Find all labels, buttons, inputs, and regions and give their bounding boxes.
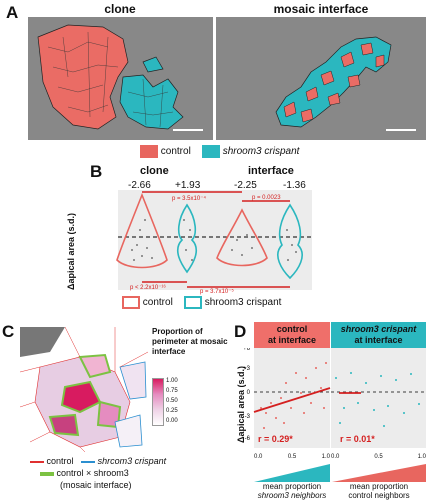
- mean-2: +1.93: [175, 180, 201, 191]
- strip-right: shroom3 crispant at interface: [331, 322, 426, 348]
- d-xlabel-left-1: mean proportion: [262, 482, 322, 491]
- d-xtick-r-3: 1.0: [417, 454, 426, 460]
- panel-c-label: C: [2, 322, 15, 341]
- d-xlabel-left-2: shroom3 neighbors: [257, 491, 327, 500]
- mosaic-micrograph: [216, 17, 426, 140]
- panel-c-scale-title: Proportion of perimeter at mosaic interf…: [152, 327, 228, 356]
- panel-c-scale-ticks: 1.00 0.75 0.50 0.25 0.00: [166, 376, 178, 426]
- legend-control-swatch: [140, 145, 158, 158]
- legend-c-crispant-label: shrcom3 crispant: [97, 456, 167, 466]
- panel-b-ylabel: Δapical area (s.d.): [66, 212, 76, 290]
- d-ytick-1: +6: [243, 348, 251, 352]
- d-xtick-l-2: 0.5: [287, 454, 297, 460]
- d-ytick-2: +3: [243, 366, 251, 372]
- scale-tick-1: 1.00: [166, 378, 178, 384]
- mosaic-cells: [275, 36, 416, 131]
- panel-a-label: A: [6, 3, 19, 22]
- legend-c-interface-line: [40, 471, 54, 476]
- panel-b-ytick-4: -3: [112, 258, 113, 264]
- violin-crispant-clone: [177, 203, 197, 274]
- panel-b-plot: +6 +3 0 -3 p = 3.5x10⁻⁴ p = 0.0023 p < 2…: [112, 190, 312, 295]
- panel-c-legend: control shrcom3 crispant control × shroo…: [30, 455, 166, 491]
- mean-3: -2.25: [234, 180, 257, 191]
- legend-c-crispant-line: [81, 460, 96, 463]
- panel-b-group-clone: clone: [140, 165, 169, 177]
- legend-c-control-line: [30, 460, 44, 463]
- d-xlabel-left: mean proportion shroom3 neighbors: [250, 482, 334, 500]
- panel-a-title-clone: clone: [104, 2, 136, 16]
- legend-c-interface-label-b: (mosaic interface): [60, 480, 132, 490]
- d-xtick-r-2: 0.5: [374, 454, 383, 460]
- d-ytick-5: -6: [245, 436, 251, 442]
- violin-control-clone: [116, 192, 168, 269]
- scale-tick-3: 0.50: [166, 398, 178, 404]
- panel-c-colorbar: [152, 378, 164, 426]
- d-xlabel-right-1: mean proportion: [349, 482, 409, 491]
- scale-tick-5: 0.00: [166, 418, 178, 424]
- panel-b-legend-crispant-swatch: [183, 296, 202, 309]
- r-left: r = 0.29*: [258, 434, 293, 444]
- mean-1: -2.66: [128, 180, 151, 191]
- panel-d-label: D: [234, 322, 247, 341]
- panel-c-cells: [20, 327, 148, 452]
- violin-control-interface: [216, 208, 268, 267]
- panel-b-legend-crispant-label: shroom3 crispant: [204, 297, 282, 309]
- strip-right-line-2: at interface: [354, 335, 403, 345]
- legend-c-control-label: control: [46, 456, 74, 466]
- panel-c-image: [20, 327, 148, 452]
- d-ytick-4: -3: [245, 414, 251, 420]
- panel-d-plot: +6 +3 0 -3 -6 r = 0.29* r = 0.01*: [243, 348, 426, 448]
- clone-cells: [37, 24, 203, 131]
- d-ytick-3: 0: [247, 390, 251, 396]
- d-xticks-left: 0.0 0.5 1.0: [254, 454, 330, 460]
- legend-control-label: control: [160, 146, 191, 158]
- panel-b-ytick-3: 0: [112, 235, 113, 241]
- pval-3: p < 2.2x10⁻¹⁶: [130, 284, 166, 291]
- panel-b-group-interface: interface: [248, 165, 294, 177]
- panel-a-legend: control shroom3 crispant: [140, 145, 299, 158]
- d-xlabel-right-2: control neighbors: [348, 491, 410, 500]
- panel-b-legend-control-label: control: [142, 297, 173, 309]
- violin-crispant-interface: [277, 203, 303, 280]
- panel-b-ytick-2: +3: [112, 213, 113, 219]
- pval-2: p = 0.0023: [252, 195, 281, 201]
- legend-crispant-swatch: [201, 145, 220, 158]
- pval-1: p = 3.5x10⁻⁴: [172, 195, 206, 202]
- r-right: r = 0.01*: [340, 434, 375, 444]
- panel-b-ytick-1: +6: [112, 190, 113, 196]
- pval-4: p = 3.7x10⁻⁵: [200, 288, 234, 295]
- d-xlabel-right: mean proportion control neighbors: [333, 482, 425, 500]
- d-xticks-right: 0.0 0.5 1.0: [331, 454, 426, 460]
- legend-crispant-label: shroom3 crispant: [222, 146, 300, 158]
- d-xtick-r-1: 0.0: [331, 454, 340, 460]
- d-ramps: [254, 464, 426, 482]
- strip-left: control at interface: [254, 322, 330, 348]
- strip-left-line-2: at interface: [267, 335, 317, 345]
- d-xtick-l-1: 0.0: [254, 454, 263, 460]
- d-xtick-l-3: 1.0: [321, 454, 330, 460]
- panel-b-legend: control shroom3 crispant: [122, 296, 281, 309]
- panel-b-label: B: [90, 162, 103, 181]
- scale-tick-4: 0.25: [166, 408, 178, 414]
- strip-left-line-1: control: [276, 324, 308, 334]
- mean-4: -1.36: [283, 180, 306, 191]
- scale-tick-2: 0.75: [166, 388, 178, 394]
- legend-c-interface-label-a: control × shroom3: [56, 468, 129, 478]
- panel-b-legend-control-swatch: [122, 296, 140, 309]
- panel-a-title-mosaic: mosaic interface: [273, 2, 369, 16]
- clone-micrograph: [28, 17, 213, 140]
- strip-right-line-1: shroom3 crispant: [340, 324, 417, 334]
